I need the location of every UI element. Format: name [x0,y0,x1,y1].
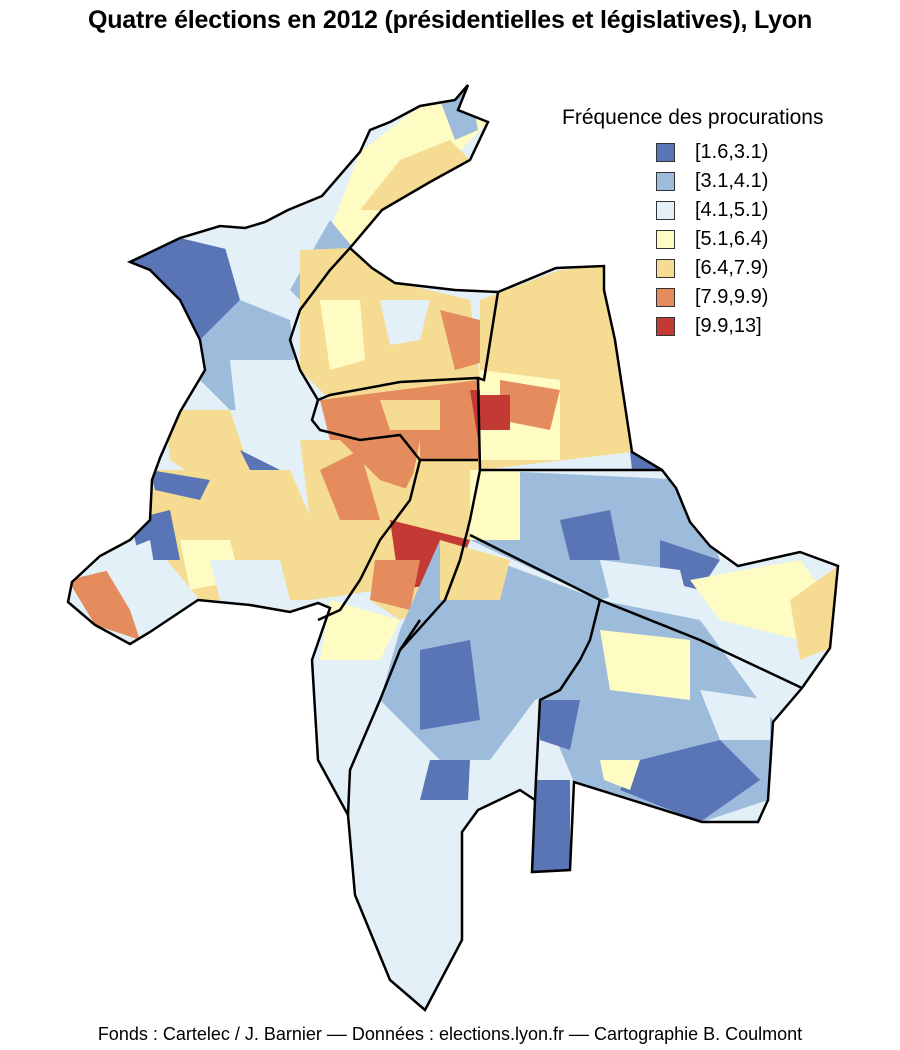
legend-item: [6.4,7.9) [656,254,882,283]
legend-swatch [656,201,675,220]
legend-label: [9.9,13] [695,315,762,337]
legend-item: [4.1,5.1) [656,196,882,225]
legend-swatch [656,172,675,191]
legend-label: [1.6,3.1) [695,141,769,163]
legend-title: Fréquence des procurations [562,106,824,129]
legend-label: [7.9,9.9) [695,286,769,308]
map-credits: Fonds : Cartelec / J. Barnier –– Données… [97,1024,803,1044]
legend-swatch [656,259,675,278]
legend: Fréquence des procurations [1.6,3.1) [3.… [562,106,882,341]
legend-label: [3.1,4.1) [695,170,769,192]
legend-swatch [656,288,675,307]
legend-item: [9.9,13] [656,312,882,341]
legend-item: [7.9,9.9) [656,283,882,312]
city-boundary [66,84,840,1012]
legend-item: [1.6,3.1) [656,138,882,167]
legend-label: [4.1,5.1) [695,199,769,221]
legend-swatch [656,230,675,249]
legend-swatch [656,317,675,336]
legend-label: [6.4,7.9) [695,257,769,279]
legend-item: [3.1,4.1) [656,167,882,196]
legend-label: [5.1,6.4) [695,228,769,250]
arrondissement-boundaries [288,247,803,816]
map-title: Quatre élections en 2012 (présidentielle… [87,6,813,34]
legend-swatch [656,143,675,162]
legend-item: [5.1,6.4) [656,225,882,254]
